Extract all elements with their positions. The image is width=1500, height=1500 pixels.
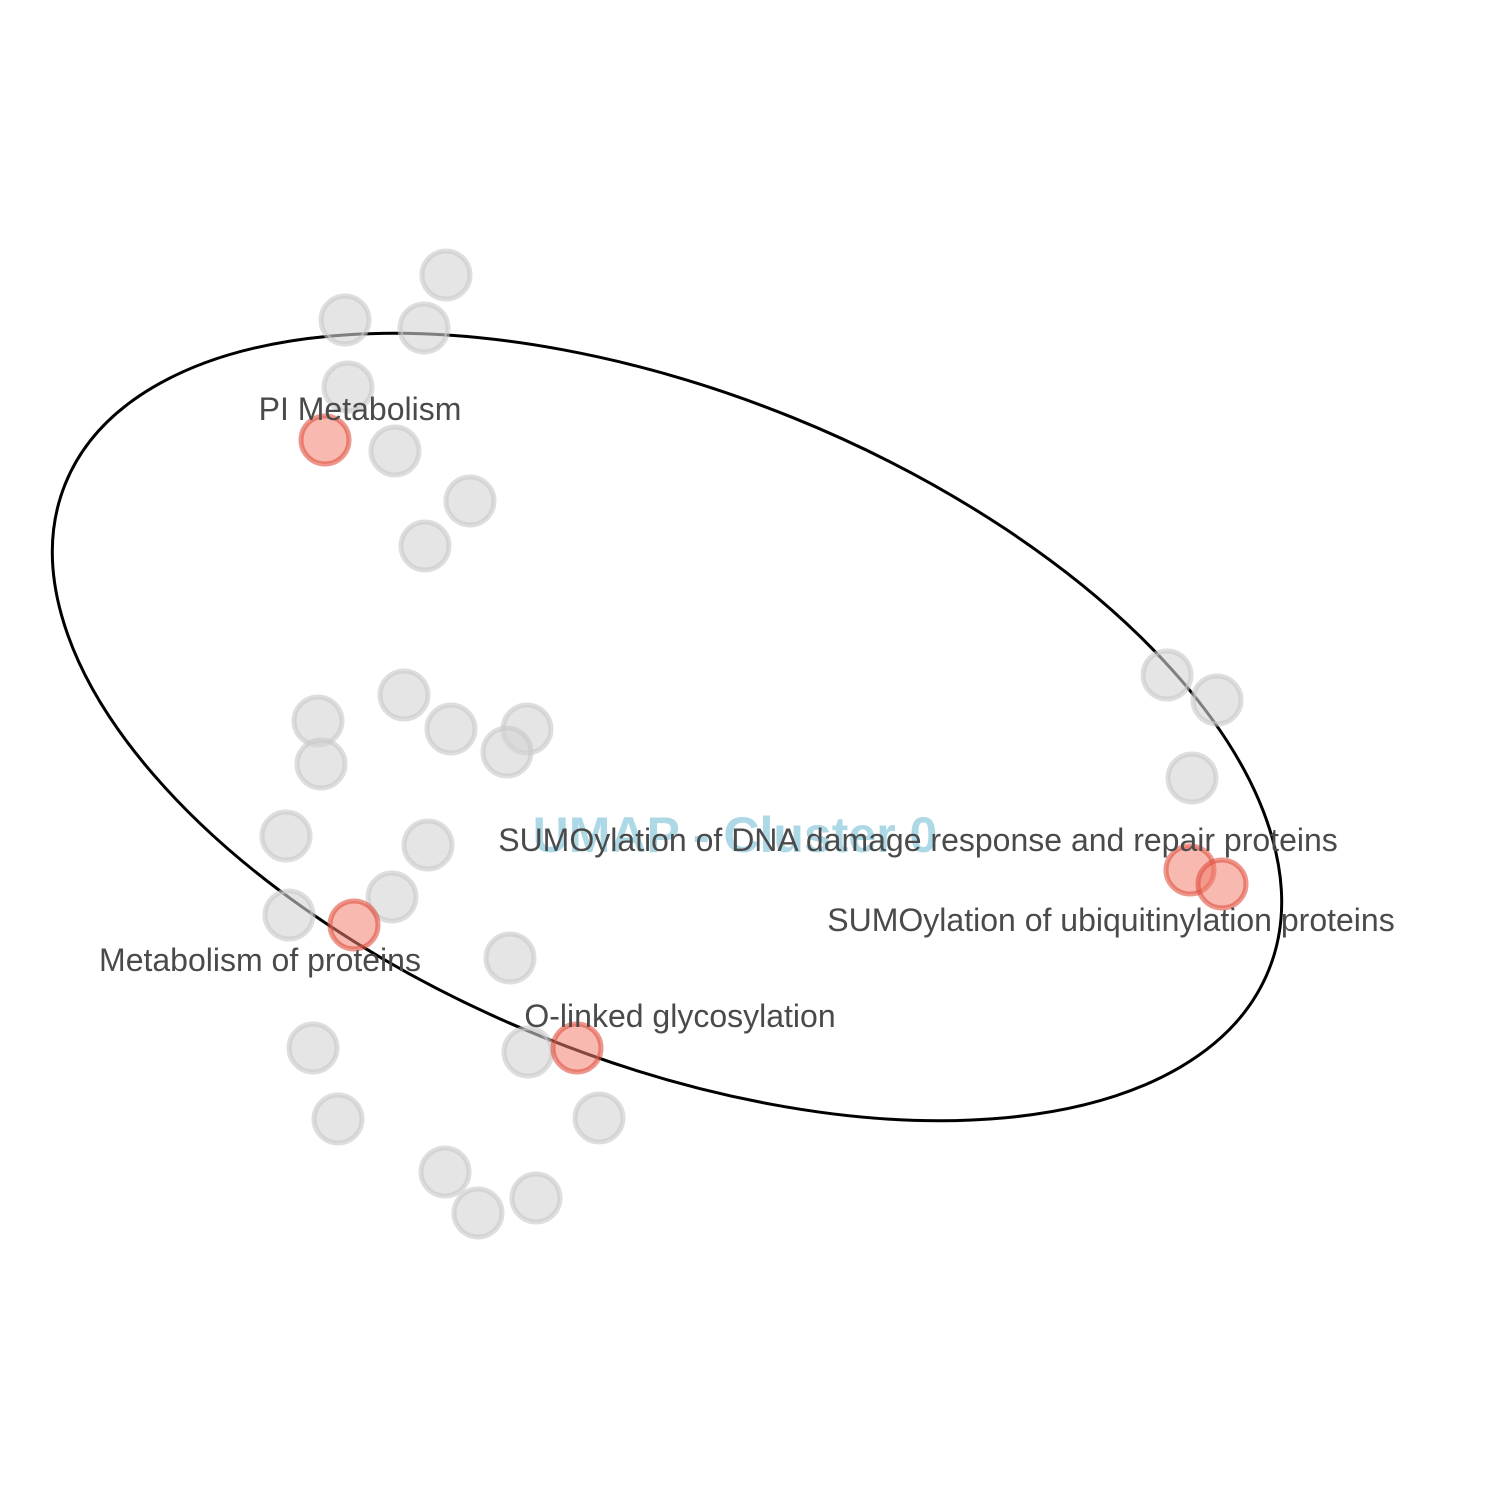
background-point-19: [501, 1025, 555, 1079]
point-label-sumoylation-ubiquitinylation: SUMOylation of ubiquitinylation proteins: [827, 902, 1394, 938]
background-point-5: [443, 474, 497, 528]
background-point-21: [572, 1091, 626, 1145]
background-point-2: [397, 301, 451, 355]
background-point-12: [294, 737, 348, 791]
background-point-0: [419, 248, 473, 302]
point-label-sumoylation-dna-damage: SUMOylation of DNA damage response and r…: [498, 822, 1338, 858]
background-point-4: [368, 424, 422, 478]
highlighted-point-4: [1195, 857, 1249, 911]
background-point-24: [451, 1186, 505, 1240]
cluster-ellipse: [50, 331, 1284, 1123]
chart-title: UMAP - Cluster 0: [533, 807, 938, 863]
background-point-7: [377, 668, 431, 722]
background-point-16: [262, 888, 316, 942]
point-label-metabolism-of-proteins: Metabolism of proteins: [99, 942, 421, 978]
background-point-17: [483, 931, 537, 985]
background-point-27: [1165, 751, 1219, 805]
background-point-9: [424, 702, 478, 756]
background-point-6: [398, 519, 452, 573]
background-point-11: [480, 725, 534, 779]
background-point-3: [321, 360, 375, 414]
point-label-o-linked-glycosylation: O-linked glycosylation: [524, 998, 835, 1034]
background-point-22: [418, 1145, 472, 1199]
background-point-25: [1140, 648, 1194, 702]
highlighted-point-0: [298, 413, 352, 467]
background-point-18: [286, 1021, 340, 1075]
background-point-23: [509, 1171, 563, 1225]
point-label-pi-metabolism: PI Metabolism: [259, 391, 462, 427]
highlighted-point-2: [550, 1021, 604, 1075]
background-point-20: [311, 1092, 365, 1146]
highlighted-points: [298, 413, 1249, 1075]
highlighted-point-1: [327, 898, 381, 952]
background-points: [259, 248, 1244, 1240]
background-point-15: [365, 870, 419, 924]
cluster-ellipse-layer: [50, 331, 1284, 1123]
background-point-14: [401, 818, 455, 872]
background-point-1: [318, 293, 372, 347]
background-point-13: [259, 809, 313, 863]
background-point-26: [1190, 673, 1244, 727]
